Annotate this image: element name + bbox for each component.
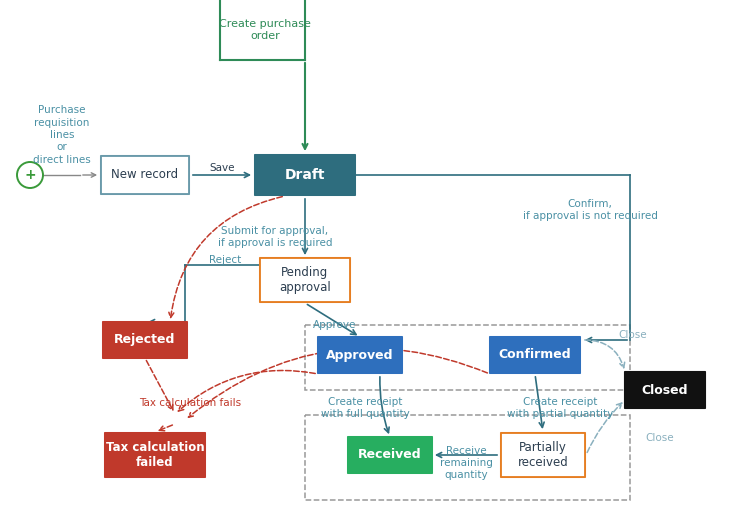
FancyBboxPatch shape (255, 155, 355, 195)
Text: Tax calculation
failed: Tax calculation failed (106, 441, 205, 469)
Text: Closed: Closed (642, 383, 688, 396)
Bar (305, 325, 630, 390)
Text: Approve: Approve (314, 320, 357, 330)
Text: Pending
approval: Pending approval (279, 266, 331, 294)
FancyBboxPatch shape (625, 372, 705, 408)
FancyBboxPatch shape (501, 433, 585, 477)
FancyBboxPatch shape (103, 322, 187, 358)
Text: Confirmed: Confirmed (499, 349, 571, 362)
Text: Save: Save (209, 163, 235, 173)
Text: Create receipt
with partial quantity: Create receipt with partial quantity (507, 397, 613, 419)
Text: Purchase
requisition
lines
or
direct lines: Purchase requisition lines or direct lin… (33, 105, 91, 165)
Text: Received: Received (358, 448, 422, 461)
Text: Partially
received: Partially received (517, 441, 568, 469)
FancyBboxPatch shape (490, 337, 580, 373)
FancyBboxPatch shape (348, 437, 432, 473)
Bar (305, 415, 630, 500)
Text: New record: New record (111, 169, 179, 182)
Text: Approved: Approved (326, 349, 394, 362)
Text: Draft: Draft (285, 168, 325, 182)
Text: Reject: Reject (209, 255, 241, 265)
Text: Close: Close (645, 433, 673, 443)
Text: Tax calculation fails: Tax calculation fails (139, 398, 241, 408)
Text: Confirm,
if approval is not required: Confirm, if approval is not required (523, 199, 657, 221)
FancyBboxPatch shape (260, 258, 350, 302)
Text: Create purchase
order: Create purchase order (219, 19, 311, 41)
Text: +: + (24, 168, 36, 182)
Text: Create receipt
with full quantity: Create receipt with full quantity (321, 397, 409, 419)
Text: Receive
remaining
quantity: Receive remaining quantity (439, 446, 492, 480)
FancyBboxPatch shape (101, 156, 189, 194)
Text: Close: Close (618, 330, 647, 340)
FancyBboxPatch shape (318, 337, 402, 373)
Text: Submit for approval,
if approval is required: Submit for approval, if approval is requ… (218, 226, 332, 248)
Circle shape (17, 162, 43, 188)
FancyBboxPatch shape (105, 433, 205, 477)
Text: Rejected: Rejected (114, 333, 176, 346)
